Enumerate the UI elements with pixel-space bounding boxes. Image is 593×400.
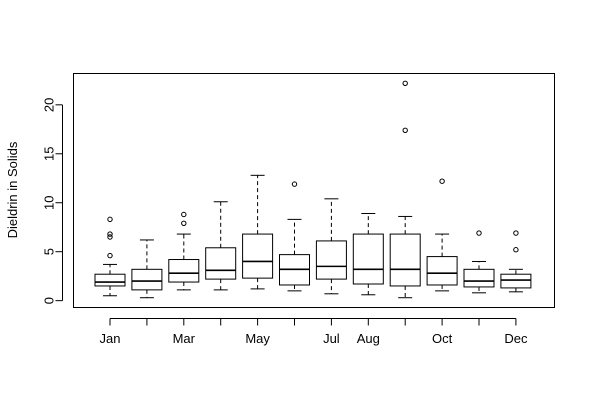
box-7 [315, 198, 347, 295]
plot-frame [73, 73, 555, 308]
box-iqr [94, 273, 126, 287]
box-iqr [131, 268, 163, 291]
outlier-point [439, 178, 445, 184]
box-5 [242, 174, 274, 290]
box-iqr [426, 256, 458, 286]
outlier-point [402, 127, 408, 133]
box-6 [279, 181, 310, 292]
y-tick-label: 0 [42, 297, 57, 304]
box-4 [205, 201, 237, 291]
outlier-point [107, 252, 113, 259]
x-axis: Jan Mar May Jul Aug Oct Dec [100, 318, 528, 346]
box-8 [352, 213, 384, 296]
y-tick-label: 10 [42, 196, 57, 210]
boxes [94, 80, 532, 299]
x-tick-label: May [245, 331, 270, 346]
box-iqr [389, 233, 421, 287]
box-iqr [500, 273, 532, 289]
box-11 [463, 230, 495, 294]
outlier-point [181, 211, 187, 218]
box-iqr [168, 259, 200, 283]
box-2 [131, 239, 163, 299]
x-tick-label: Jan [100, 331, 121, 346]
y-tick-label: 5 [42, 248, 57, 255]
y-axis-label: Dieldrin in Solids [5, 141, 20, 238]
box-1 [94, 216, 126, 297]
x-tick-label: Jul [323, 331, 340, 346]
x-tick-label: Oct [432, 331, 453, 346]
y-tick-label: 20 [42, 98, 57, 112]
x-tick-label: Mar [173, 331, 196, 346]
outlier-point [476, 230, 482, 236]
y-tick-label: 15 [42, 147, 57, 161]
box-9 [389, 80, 421, 299]
outlier-point [513, 230, 519, 236]
outlier-point [107, 231, 113, 237]
x-tick-label: Dec [504, 331, 528, 346]
outlier-point [107, 216, 113, 223]
outlier-point [513, 247, 519, 253]
box-iqr [463, 268, 495, 288]
box-10 [426, 178, 458, 292]
outlier-point [107, 234, 113, 240]
box-3 [168, 211, 200, 291]
box-iqr [352, 233, 384, 285]
box-iqr [205, 247, 237, 280]
outlier-point [291, 181, 298, 187]
y-axis: 0 5 10 15 20 [42, 98, 63, 304]
outlier-point [402, 80, 408, 86]
box-12 [500, 230, 532, 293]
box-iqr [315, 240, 347, 280]
x-tick-label: Aug [357, 331, 380, 346]
box-iqr [242, 233, 274, 279]
outlier-point [181, 220, 187, 226]
